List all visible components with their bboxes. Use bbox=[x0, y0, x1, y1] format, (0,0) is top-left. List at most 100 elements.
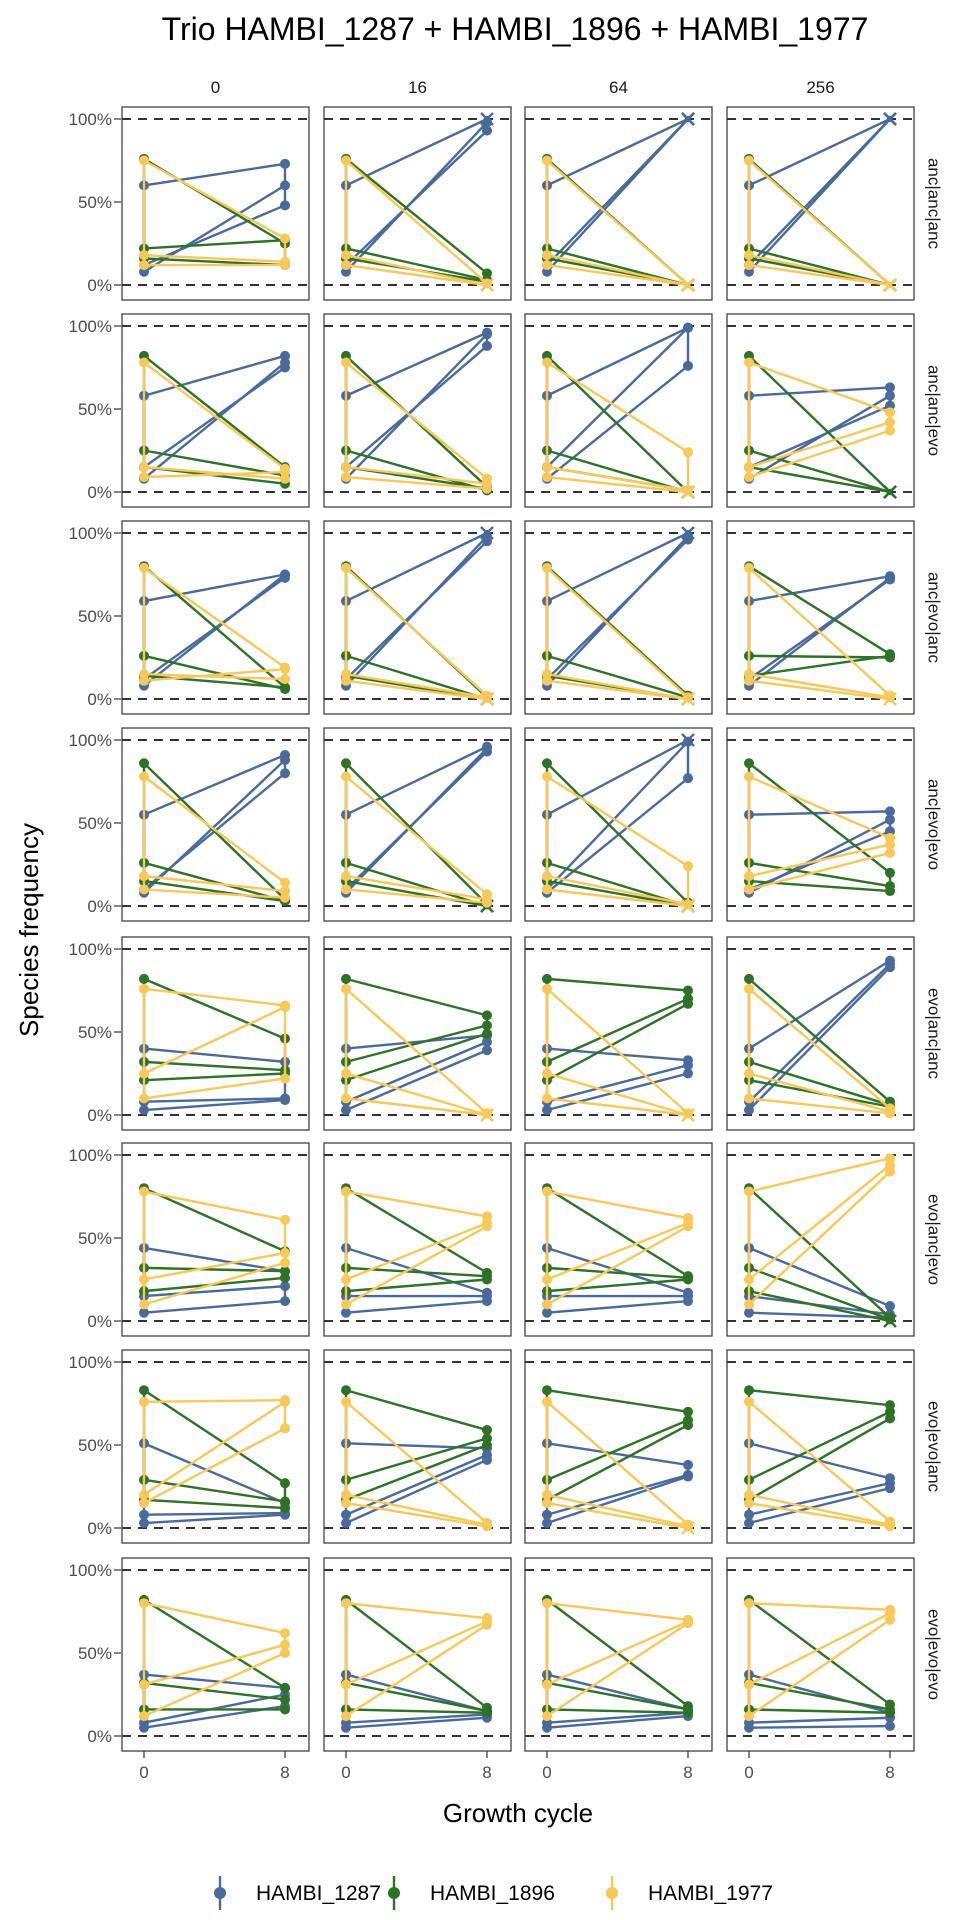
data-point bbox=[482, 746, 492, 757]
facet-panel bbox=[323, 1557, 512, 1752]
series-line bbox=[748, 1170, 891, 1306]
data-point bbox=[139, 1396, 149, 1407]
series-line bbox=[748, 1716, 891, 1724]
row-strip-label: evo|anc|anc bbox=[925, 988, 944, 1080]
data-point bbox=[280, 682, 290, 693]
data-point bbox=[744, 1722, 754, 1733]
y-tick-label: 50% bbox=[78, 1023, 112, 1042]
data-point bbox=[744, 973, 754, 984]
panel-background bbox=[525, 521, 712, 714]
series-line bbox=[546, 888, 689, 908]
series-line bbox=[748, 810, 891, 816]
series-line bbox=[748, 762, 891, 874]
data-point bbox=[341, 462, 351, 473]
facet-panel bbox=[726, 936, 915, 1131]
series-line bbox=[143, 1006, 286, 1075]
series-line bbox=[748, 1681, 891, 1711]
series-line bbox=[546, 118, 689, 266]
y-tick-label: 50% bbox=[78, 1644, 112, 1663]
panel-border bbox=[323, 1142, 512, 1337]
panel-border bbox=[726, 106, 915, 301]
data-point bbox=[744, 1274, 754, 1285]
series-line bbox=[546, 738, 689, 816]
series-line bbox=[546, 1708, 689, 1714]
series-line bbox=[748, 1612, 891, 1686]
facet-panel bbox=[524, 1557, 713, 1752]
series-line bbox=[143, 470, 286, 479]
series-line bbox=[748, 1618, 891, 1718]
data-point bbox=[683, 1068, 693, 1079]
data-point bbox=[542, 250, 552, 261]
data-point bbox=[542, 771, 552, 782]
data-point bbox=[542, 1396, 552, 1407]
data-point bbox=[341, 1722, 351, 1733]
series-line bbox=[345, 750, 488, 891]
series-line bbox=[748, 654, 891, 659]
series-line bbox=[546, 263, 689, 287]
series-line bbox=[345, 1493, 488, 1526]
data-point bbox=[683, 360, 693, 371]
panel-border bbox=[323, 1557, 512, 1752]
data-point bbox=[341, 1509, 351, 1520]
panel-border bbox=[524, 1349, 713, 1544]
data-point bbox=[482, 1028, 492, 1039]
data-point bbox=[683, 985, 693, 996]
data-point bbox=[542, 462, 552, 473]
series-line bbox=[345, 263, 488, 287]
series-line bbox=[345, 540, 488, 680]
data-point bbox=[482, 1521, 492, 1532]
series-line bbox=[546, 1278, 689, 1293]
series-line bbox=[345, 1716, 488, 1729]
data-point bbox=[341, 1385, 351, 1396]
data-point bbox=[542, 472, 552, 483]
y-tick-label: 50% bbox=[78, 1436, 112, 1455]
data-point bbox=[542, 1489, 552, 1500]
data-point bbox=[482, 340, 492, 351]
series-line bbox=[143, 1681, 286, 1701]
extinction-marker bbox=[480, 278, 494, 292]
extinction-marker bbox=[883, 485, 897, 499]
series-line bbox=[748, 355, 891, 493]
extinction-marker bbox=[681, 112, 695, 126]
series-line bbox=[748, 1266, 891, 1321]
series-line bbox=[748, 1389, 891, 1407]
column-strip-label: 64 bbox=[609, 78, 628, 97]
data-point bbox=[482, 483, 492, 494]
x-axis-ticks: 0 8 0 8 0 8 0 8 bbox=[139, 1751, 895, 1782]
data-point bbox=[280, 1648, 290, 1658]
data-point bbox=[280, 1214, 290, 1225]
series-line bbox=[748, 263, 891, 287]
series-line bbox=[143, 566, 286, 669]
series-line bbox=[143, 361, 286, 470]
data-point bbox=[885, 962, 895, 973]
y-tick-label: 100% bbox=[69, 1353, 112, 1372]
data-point bbox=[280, 1628, 290, 1639]
series-line bbox=[345, 1190, 488, 1218]
series-line bbox=[748, 429, 891, 479]
series-line bbox=[143, 1427, 286, 1505]
series-line bbox=[345, 1299, 488, 1314]
data-point bbox=[482, 1707, 492, 1718]
panel-border bbox=[524, 106, 713, 301]
series-line bbox=[345, 247, 488, 282]
data-point bbox=[280, 1639, 290, 1650]
series-line bbox=[345, 1442, 488, 1450]
series-line bbox=[143, 888, 286, 899]
x-tick-label: 0 bbox=[139, 1763, 148, 1782]
data-point bbox=[744, 983, 754, 994]
series-line bbox=[748, 574, 891, 603]
data-point bbox=[139, 1186, 149, 1197]
legend-label: HAMBI_1287 bbox=[256, 1882, 381, 1905]
series-line bbox=[546, 1400, 689, 1526]
data-point bbox=[744, 1068, 754, 1079]
data-point bbox=[139, 884, 149, 895]
series-line bbox=[345, 1072, 488, 1117]
series-line bbox=[345, 1623, 488, 1718]
data-point bbox=[341, 1489, 351, 1500]
series-line bbox=[546, 449, 689, 494]
data-point bbox=[683, 1221, 693, 1232]
panel-border bbox=[323, 106, 512, 301]
extinction-marker bbox=[681, 485, 695, 499]
panel-border bbox=[121, 1142, 310, 1337]
facet-panel bbox=[121, 313, 310, 508]
